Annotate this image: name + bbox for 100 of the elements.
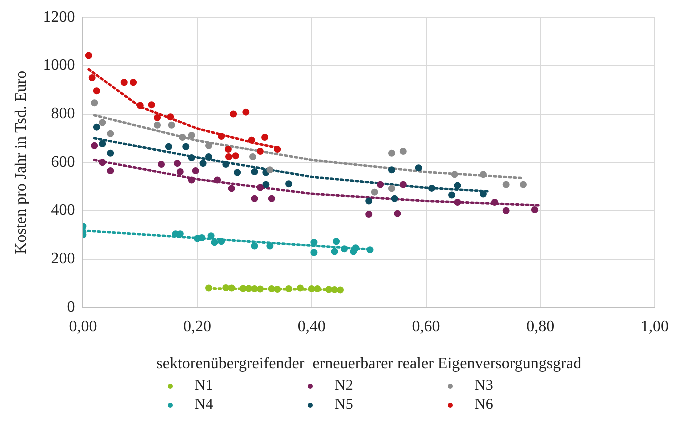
point bbox=[188, 154, 196, 162]
point bbox=[286, 180, 293, 188]
point bbox=[188, 176, 196, 184]
point bbox=[234, 169, 242, 176]
point bbox=[218, 238, 226, 246]
point bbox=[371, 188, 378, 196]
point bbox=[93, 124, 100, 131]
y-tick-label: 200 bbox=[51, 250, 76, 268]
point bbox=[200, 160, 207, 168]
point bbox=[391, 195, 398, 202]
point bbox=[308, 285, 316, 292]
point bbox=[107, 168, 114, 175]
point bbox=[266, 242, 274, 250]
y-tick-label: 0 bbox=[67, 298, 76, 316]
point bbox=[400, 148, 407, 155]
point bbox=[296, 284, 304, 292]
point bbox=[211, 239, 218, 246]
point bbox=[167, 114, 174, 121]
point bbox=[502, 207, 510, 214]
point bbox=[208, 232, 215, 240]
point bbox=[451, 171, 458, 178]
point bbox=[400, 181, 407, 188]
x-axis-title: sektorenübergreifender erneuerbarer realer Eigenversorgungsgrad bbox=[156, 356, 582, 373]
point bbox=[388, 185, 396, 192]
point bbox=[480, 171, 487, 178]
point bbox=[88, 74, 96, 82]
point bbox=[251, 168, 258, 176]
y-tick-label: 1000 bbox=[43, 57, 76, 74]
point bbox=[205, 284, 212, 292]
point bbox=[331, 248, 338, 256]
point bbox=[250, 154, 257, 161]
legend-label: N2 bbox=[335, 378, 354, 395]
point bbox=[91, 142, 98, 150]
legend-label: N1 bbox=[195, 378, 214, 395]
point bbox=[388, 166, 396, 174]
x-tick-label: 0,20 bbox=[184, 318, 212, 336]
point bbox=[480, 190, 487, 198]
point bbox=[154, 122, 162, 129]
point bbox=[205, 142, 212, 150]
point bbox=[99, 140, 106, 148]
point bbox=[448, 192, 456, 199]
point bbox=[491, 198, 498, 206]
point bbox=[120, 79, 128, 86]
point bbox=[428, 184, 436, 192]
point bbox=[232, 152, 240, 160]
point bbox=[158, 161, 166, 168]
point bbox=[192, 168, 200, 175]
point bbox=[228, 185, 236, 192]
point bbox=[228, 284, 236, 292]
point bbox=[136, 102, 144, 110]
x-tick-label: 0,60 bbox=[412, 318, 440, 336]
point bbox=[251, 285, 258, 292]
point bbox=[154, 114, 162, 122]
point bbox=[415, 164, 422, 172]
point bbox=[251, 195, 258, 202]
point bbox=[256, 148, 264, 155]
point bbox=[520, 181, 527, 188]
point bbox=[333, 238, 340, 246]
point bbox=[251, 242, 258, 250]
x-tick-label: 1,00 bbox=[641, 318, 669, 336]
point bbox=[268, 285, 276, 292]
point bbox=[366, 198, 373, 205]
point bbox=[218, 133, 226, 140]
point bbox=[326, 286, 333, 294]
point bbox=[176, 168, 184, 176]
legend-label: N3 bbox=[475, 378, 494, 395]
legend-label: N4 bbox=[195, 397, 214, 414]
point bbox=[274, 146, 282, 154]
point bbox=[352, 244, 360, 252]
point bbox=[314, 285, 322, 292]
point bbox=[256, 184, 264, 192]
y-axis-title: Kosten pro Jahr in Tsd. Euro bbox=[12, 70, 30, 254]
point bbox=[331, 286, 338, 294]
x-tick-label: 0,00 bbox=[69, 318, 98, 336]
legend-label: N5 bbox=[335, 397, 354, 414]
point bbox=[388, 150, 396, 157]
point bbox=[377, 181, 384, 188]
point bbox=[85, 52, 92, 60]
x-tick-label: 0,80 bbox=[526, 318, 555, 336]
point bbox=[93, 88, 100, 95]
point bbox=[242, 108, 250, 116]
point bbox=[256, 286, 264, 293]
point bbox=[341, 246, 348, 253]
line-series bbox=[93, 114, 525, 180]
point bbox=[337, 286, 344, 294]
point bbox=[454, 182, 462, 190]
point bbox=[454, 198, 462, 206]
point bbox=[99, 119, 106, 126]
point bbox=[224, 146, 232, 154]
y-tick-label: 800 bbox=[51, 105, 76, 122]
point bbox=[268, 195, 276, 202]
point bbox=[394, 210, 402, 218]
point bbox=[246, 285, 253, 292]
point bbox=[99, 159, 106, 166]
point bbox=[130, 79, 138, 86]
point bbox=[262, 181, 270, 188]
legend-label: N6 bbox=[475, 397, 494, 414]
point bbox=[222, 161, 230, 168]
point bbox=[148, 102, 156, 109]
point bbox=[230, 110, 238, 118]
